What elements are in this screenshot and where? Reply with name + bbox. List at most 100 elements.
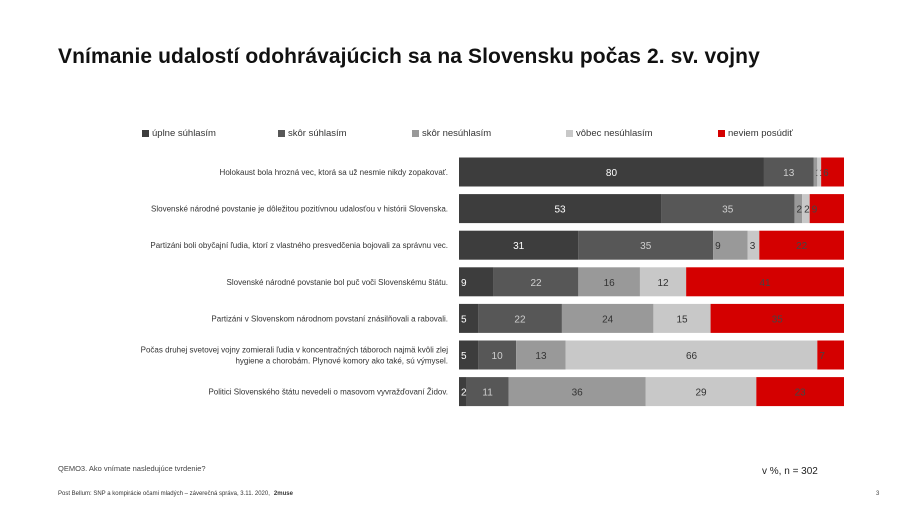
- bar-segment: [565, 340, 818, 370]
- data-label: 41: [760, 278, 772, 289]
- bar-segment: [747, 230, 760, 260]
- legend-swatch: [566, 129, 573, 137]
- data-label: 35: [772, 314, 784, 325]
- page-title: Vnímanie udalostí odohrávajúcich sa na S…: [58, 45, 760, 68]
- category-label: Partizáni boli obyčajní ľudia, ktorí z v…: [150, 241, 448, 250]
- legend-item: úplne súhlasím: [142, 128, 216, 139]
- data-label: 22: [514, 314, 526, 325]
- bar-segment: [459, 303, 479, 333]
- category-label-line: Slovenské národné povstanie bol puč voči…: [227, 278, 448, 287]
- bar-segment: [508, 377, 646, 407]
- data-label: 10: [492, 351, 504, 362]
- legend-swatch: [718, 129, 725, 137]
- bar-segment: [459, 157, 764, 187]
- bar-segment: [713, 230, 748, 260]
- legend-swatch: [278, 129, 285, 137]
- bar-segment: [578, 230, 714, 260]
- legend-swatch: [142, 129, 149, 137]
- data-label: 9: [461, 278, 467, 289]
- bar-segment: [578, 267, 640, 297]
- category-label-line: Holokaust bola hrozná vec, ktorá sa už n…: [220, 168, 448, 177]
- bar-segment: [466, 377, 509, 407]
- data-label: 16: [604, 278, 616, 289]
- bar-segment: [459, 194, 662, 224]
- data-label: 36: [572, 388, 584, 399]
- legend-item: neviem posúdiť: [718, 128, 793, 139]
- report-footer: Post Bellum: SNP a kompirácie očami mlad…: [58, 491, 293, 497]
- bar-segment: [813, 157, 818, 187]
- bar-segment: [639, 267, 687, 297]
- data-label: 22: [796, 241, 808, 252]
- bar-segment: [561, 303, 654, 333]
- data-label: 2: [461, 388, 467, 399]
- data-label: 23: [795, 388, 807, 399]
- data-label: 5: [461, 351, 467, 362]
- bar-segment: [686, 267, 844, 297]
- data-label: 80: [606, 168, 618, 179]
- bar-segment: [459, 230, 579, 260]
- bar-segment: [661, 194, 795, 224]
- data-label: 35: [722, 205, 734, 216]
- category-label-line: Politici Slovenského štátu nevedeli o ma…: [208, 388, 448, 397]
- bar-segment: [459, 377, 467, 407]
- legend-swatch: [412, 129, 419, 137]
- bar-segment: [710, 303, 844, 333]
- data-label: 2: [804, 205, 810, 216]
- category-label-line: Slovenské národné povstanie je dôležitou…: [151, 205, 448, 214]
- legend-label: úplne súhlasím: [152, 128, 216, 139]
- bar-segment: [756, 377, 844, 407]
- sample-note: v %, n = 302: [762, 466, 818, 477]
- bar-segment: [817, 157, 822, 187]
- data-label: 15: [676, 314, 688, 325]
- data-label: 7: [819, 351, 825, 362]
- legend-item: vôbec nesúhlasím: [566, 128, 653, 139]
- question-footnote: QEMO3. Ako vnímate nasledujúce tvrdenie?: [58, 464, 206, 473]
- category-label: Počas druhej svetovej vojny zomierali ľu…: [141, 346, 449, 366]
- bar-segment: [459, 340, 479, 370]
- legend-label: skôr súhlasím: [288, 128, 347, 139]
- legend-item: skôr nesúhlasím: [412, 128, 491, 139]
- page-number: 3: [876, 491, 880, 497]
- category-label: Partizáni v Slovenskom národnom povstaní…: [211, 314, 448, 323]
- chart-legend: úplne súhlasím skôr súhlasím skôr nesúhlas…: [142, 128, 842, 146]
- legend-label: skôr nesúhlasím: [422, 128, 492, 139]
- category-label-line: Počas druhej svetovej vojny zomierali ľu…: [141, 346, 449, 355]
- category-label-line: Partizáni boli obyčajní ľudia, ktorí z v…: [150, 241, 448, 250]
- category-label: Holokaust bola hrozná vec, ktorá sa už n…: [220, 168, 448, 177]
- bar-segment: [817, 340, 844, 370]
- data-label: 31: [513, 241, 525, 252]
- data-label: 66: [686, 351, 698, 362]
- footer-text: Post Bellum: SNP a kompirácie očami mlad…: [58, 491, 270, 497]
- data-label: 6: [823, 168, 829, 179]
- data-label: 35: [640, 241, 652, 252]
- data-label: 12: [657, 278, 669, 289]
- bar-segment: [459, 267, 494, 297]
- data-label: 2: [796, 205, 802, 216]
- category-label: Slovenské národné povstanie je dôležitou…: [151, 205, 448, 214]
- bar-segment: [763, 157, 814, 187]
- bar-segment: [493, 267, 579, 297]
- bar-segment: [809, 194, 844, 224]
- legend-item: skôr súhlasím: [278, 128, 347, 139]
- bar-segment: [478, 303, 562, 333]
- data-label: 24: [602, 314, 614, 325]
- bar-segment: [821, 157, 844, 187]
- footer-brand: 2muse: [273, 491, 293, 497]
- data-label: 22: [530, 278, 542, 289]
- data-label: 3: [750, 241, 756, 252]
- data-label: 9: [715, 241, 721, 252]
- bar-segment: [759, 230, 844, 260]
- category-label: Slovenské národné povstanie bol puč voči…: [227, 278, 448, 287]
- bar-segment: [478, 340, 517, 370]
- bar-segment: [653, 303, 711, 333]
- data-label: 5: [461, 314, 467, 325]
- data-label: 29: [695, 388, 707, 399]
- legend-label: vôbec nesúhlasím: [576, 128, 653, 139]
- category-label-line: Partizáni v Slovenskom národnom povstaní…: [211, 314, 448, 323]
- bar-segment: [802, 194, 810, 224]
- legend-label: neviem posúdiť: [728, 128, 793, 139]
- data-label: 53: [554, 205, 566, 216]
- data-label: 9: [812, 205, 818, 216]
- data-label: 13: [783, 168, 795, 179]
